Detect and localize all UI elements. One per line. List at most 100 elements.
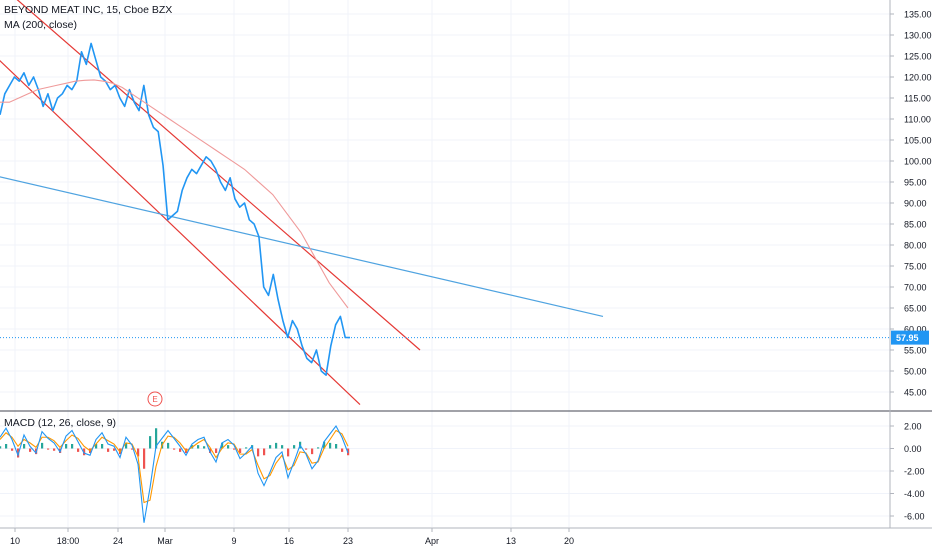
macd-histogram-bar [215,448,218,453]
x-tick-label: 24 [113,536,123,546]
x-tick-label: 10 [10,536,20,546]
macd-histogram-bar [107,448,110,452]
price-series-line [0,42,351,377]
macd-tick-label: 2.00 [904,422,922,432]
macd-histogram-bar [77,448,80,452]
x-tick-label: Apr [425,536,439,546]
macd-histogram-bar [275,442,278,449]
macd-histogram-bar [245,447,248,449]
macd-histogram-bar [143,448,146,469]
macd-tick-label: -4.00 [904,489,925,499]
price-tick-label: 75.00 [904,262,927,272]
price-tick-label: 125.00 [904,52,932,62]
price-tick-label: 100.00 [904,157,932,167]
macd-histogram-bar [83,448,86,456]
price-tick-label: 95.00 [904,178,927,188]
price-tick-label: 70.00 [904,283,927,293]
price-tick-label: 85.00 [904,220,927,230]
macd-histogram-bar [311,448,314,455]
trendline-line [0,176,604,317]
channel-lower-line [0,59,361,406]
price-tick-label: 120.00 [904,73,932,83]
macd-title[interactable]: MACD (12, 26, close, 9) [4,417,117,429]
symbol-title[interactable]: BEYOND MEAT INC, 15, Cboe BZX [4,4,173,16]
last-price-label: 57.95 [896,333,919,343]
macd-histogram-bar [125,442,128,449]
macd-histogram-bar [71,444,74,449]
macd-histogram-bar [137,448,140,457]
macd-histogram-bar [335,444,338,449]
macd-histogram-bar [233,448,236,450]
macd-histogram-bar [257,448,260,457]
price-tick-label: 50.00 [904,367,927,377]
price-pane[interactable]: E [0,0,890,407]
macd-line [0,424,349,523]
ma-title[interactable]: MA (200, close) [4,19,77,31]
ma-legend[interactable]: MA (200, close) [4,19,81,31]
macd-histogram-bar [197,445,200,449]
macd-histogram-bar [329,442,332,449]
price-tick-label: 130.00 [904,31,932,41]
macd-histogram-bar [155,428,158,449]
signal-line [0,429,349,504]
macd-histogram-bar [149,436,152,449]
price-tick-label: 65.00 [904,304,927,314]
price-tick-label: 55.00 [904,346,927,356]
macd-histogram-bar [113,448,116,451]
macd-histogram-bar [101,444,104,449]
macd-tick-label: -2.00 [904,467,925,477]
macd-histogram-bar [305,448,308,450]
macd-histogram-bar [317,447,320,449]
ma-series-line [0,79,349,309]
earnings-marker [147,391,163,407]
price-tick-label: 105.00 [904,136,932,146]
macd-histogram-bar [203,446,206,449]
macd-tick-label: -6.00 [904,512,925,522]
macd-pane[interactable] [0,424,350,523]
macd-histogram-bar [0,446,2,449]
macd-histogram-bar [167,442,170,449]
price-tick-label: 80.00 [904,241,927,251]
macd-histogram-bar [173,448,176,450]
macd-histogram-bar [23,444,26,449]
price-tick-label: 115.00 [904,94,931,104]
macd-histogram-bar [41,442,44,449]
macd-histogram-bar [65,444,68,449]
macd-histogram-bar [287,448,290,457]
macd-histogram-bar [263,448,266,456]
price-tick-label: 110.00 [904,115,931,125]
channel-upper-line [16,0,421,351]
macd-histogram-bar [5,444,8,449]
price-tick-label: 60.00 [904,325,927,335]
symbol-legend[interactable]: BEYOND MEAT INC, 15, Cboe BZX [4,4,176,16]
x-tick-label: 23 [343,536,353,546]
macd-histogram-bar [227,445,230,449]
price-tick-label: 45.00 [904,388,927,398]
macd-histogram-bar [269,445,272,449]
x-tick-label: Mar [157,536,173,546]
price-tick-label: 135.00 [904,10,932,20]
macd-histogram-bar [11,448,14,451]
x-tick-label: 13 [506,536,516,546]
macd-histogram-bar [221,442,224,449]
macd-histogram-bar [341,448,344,452]
macd-histogram-bar [47,448,50,450]
x-tick-label: 16 [284,536,294,546]
x-tick-label: 9 [231,536,236,546]
macd-histogram-bar [131,448,134,450]
earnings-marker-label: E [152,395,157,404]
macd-legend[interactable]: MACD (12, 26, close, 9) [4,417,120,429]
macd-histogram-bar [53,448,56,451]
x-tick-label: 18:00 [57,536,80,546]
macd-histogram-bar [239,448,242,453]
macd-histogram-bar [281,445,284,449]
x-tick-label: 20 [564,536,574,546]
last-price-label-bg [891,330,929,345]
grid [0,0,890,527]
price-tick-label: 90.00 [904,199,927,209]
macd-tick-label: 0.00 [904,444,922,454]
macd-histogram-bar [179,448,182,452]
macd-histogram-bar [293,445,296,449]
